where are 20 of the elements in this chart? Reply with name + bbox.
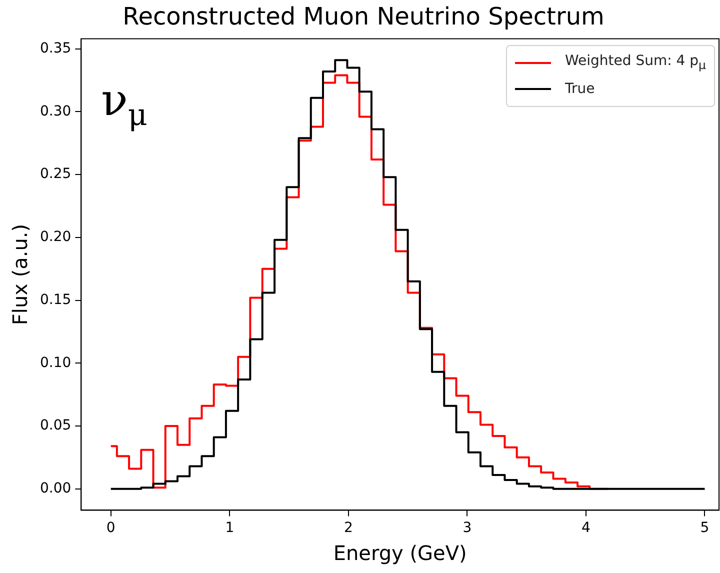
- x-tick-label: 1: [225, 520, 234, 536]
- x-tick-label: 0: [106, 520, 116, 536]
- y-tick-label: 0.15: [40, 292, 72, 308]
- y-tick-label: 0.00: [40, 480, 72, 496]
- y-axis-title: Flux (a.u.): [8, 224, 32, 326]
- legend-label: Weighted Sum: 4 p$_{μ}$: [565, 53, 706, 72]
- y-tick-label: 0.20: [40, 229, 72, 246]
- x-tick-label: 4: [582, 520, 591, 536]
- x-tick-label: 2: [344, 520, 353, 536]
- legend-label: True: [565, 80, 595, 97]
- annotation: ν$_{μ}$: [101, 74, 148, 133]
- y-tick-label: 0.10: [40, 354, 72, 371]
- y-tick-label: 0.30: [40, 103, 72, 120]
- x-tick-label: 3: [462, 520, 472, 536]
- y-tick-label: 0.35: [40, 40, 72, 56]
- x-tick-label: 5: [700, 520, 710, 536]
- y-tick-label: 0.05: [40, 418, 72, 434]
- chart-title: Reconstructed Muon Neutrino Spectrum: [122, 2, 604, 31]
- y-tick-label: 0.25: [40, 166, 72, 182]
- x-axis-title: Energy (GeV): [333, 541, 467, 566]
